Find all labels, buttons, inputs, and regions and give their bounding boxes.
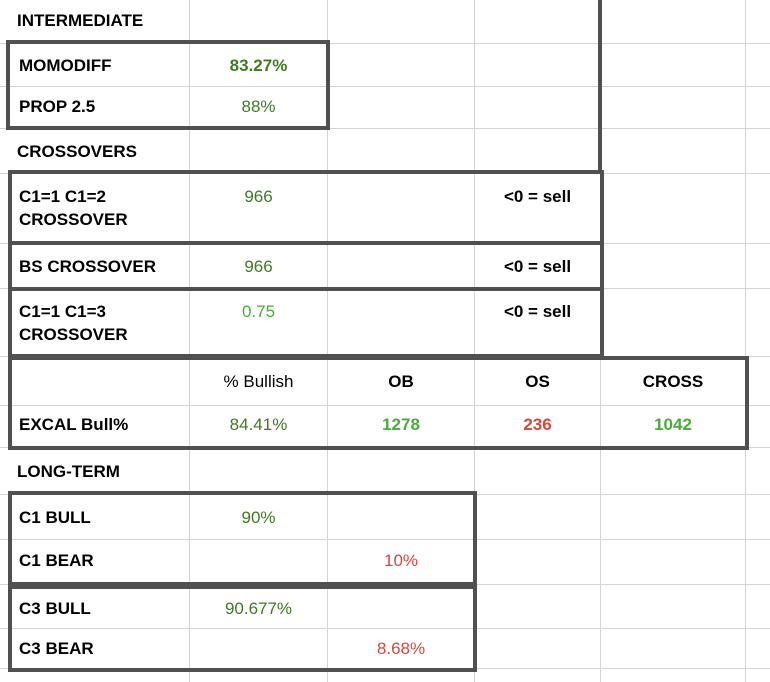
section-title-intermediate: INTERMEDIATE — [17, 11, 144, 30]
section-title-crossovers: CROSSOVERS — [17, 142, 137, 161]
section-title-long-term: LONG-TERM — [17, 462, 120, 481]
c3-bear-value: 8.68% — [376, 639, 426, 658]
c3-box — [8, 585, 477, 672]
c1c2-value: 966 — [244, 187, 273, 206]
excal-os-value: 236 — [523, 415, 552, 434]
bs-crossover-value: 966 — [244, 257, 273, 276]
c1-bull-label: C1 BULL — [19, 508, 91, 527]
c1c3-label-line2: CROSSOVER — [19, 325, 128, 344]
c1-bull-value: 90% — [241, 508, 276, 527]
c3-bull-value: 90.677% — [224, 599, 293, 618]
momodiff-label: MOMODIFF — [19, 56, 112, 75]
bs-crossover-label: BS CROSSOVER — [19, 257, 156, 276]
c3-bull-label: C3 BULL — [19, 599, 91, 618]
excal-header-bullish: % Bullish — [223, 372, 294, 391]
c1-bear-value: 10% — [383, 551, 419, 570]
c1c3-label-line1: C1=1 C1=3 — [19, 302, 106, 321]
excal-header-os: OS — [525, 372, 550, 391]
prop-label: PROP 2.5 — [19, 97, 96, 116]
c1c3-note: <0 = sell — [503, 302, 572, 321]
c1-bear-label: C1 BEAR — [19, 551, 94, 570]
c1c3-value: 0.75 — [241, 302, 276, 321]
excal-bullish-value: 84.41% — [229, 415, 288, 434]
excal-header-ob: OB — [388, 372, 414, 391]
c1c2-note: <0 = sell — [503, 187, 572, 206]
excal-ob-value: 1278 — [382, 415, 420, 434]
momodiff-value: 83.27% — [229, 56, 288, 75]
bs-crossover-note: <0 = sell — [503, 257, 572, 276]
excal-cross-value: 1042 — [654, 415, 692, 434]
excal-header-cross: CROSS — [642, 372, 704, 391]
c1c2-label-line2: CROSSOVER — [19, 210, 128, 229]
intermediate-box — [6, 40, 330, 130]
excal-box — [8, 356, 749, 450]
c3-bear-label: C3 BEAR — [19, 639, 94, 658]
prop-value: 88% — [241, 97, 276, 116]
excal-label: EXCAL Bull% — [19, 415, 129, 434]
c1-box — [8, 491, 477, 586]
c1c2-label-line1: C1=1 C1=2 — [19, 187, 106, 206]
